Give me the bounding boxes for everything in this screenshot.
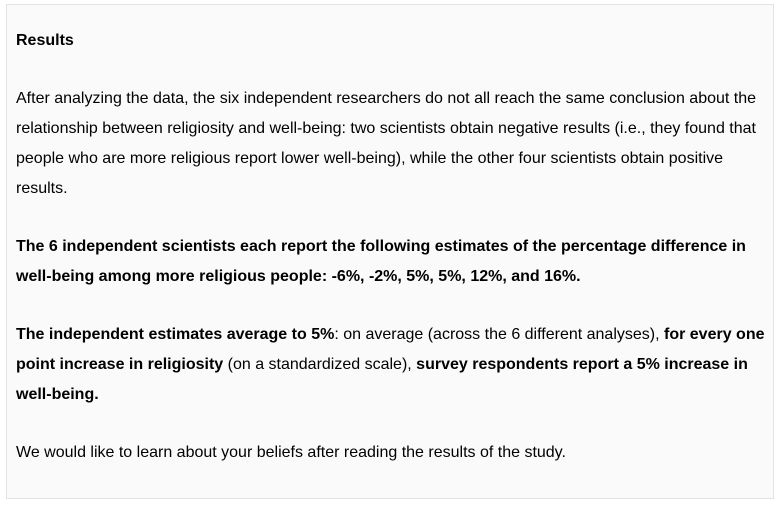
beliefs-prompt: We would like to learn about your belief…: [16, 444, 566, 461]
average-statement: The independent estimates average to 5%: [16, 326, 335, 343]
estimates-paragraph: The 6 independent scientists each report…: [16, 238, 746, 285]
religiosity-increase: for every one point increase in religios…: [16, 326, 765, 373]
average-explanation: : on average (across the 6 different ana…: [334, 326, 664, 343]
results-content: Results After analyzing the data, the si…: [16, 26, 768, 468]
results-panel: Results After analyzing the data, the si…: [6, 4, 774, 499]
well-being-increase: survey respondents report a 5% increase …: [16, 356, 748, 403]
scale-note: (on a standardized scale),: [223, 356, 417, 373]
results-heading: Results: [16, 32, 74, 49]
average-paragraph: The independent estimates average to 5%:…: [16, 320, 768, 410]
disagreement-paragraph: After analyzing the data, the six indepe…: [16, 90, 757, 197]
